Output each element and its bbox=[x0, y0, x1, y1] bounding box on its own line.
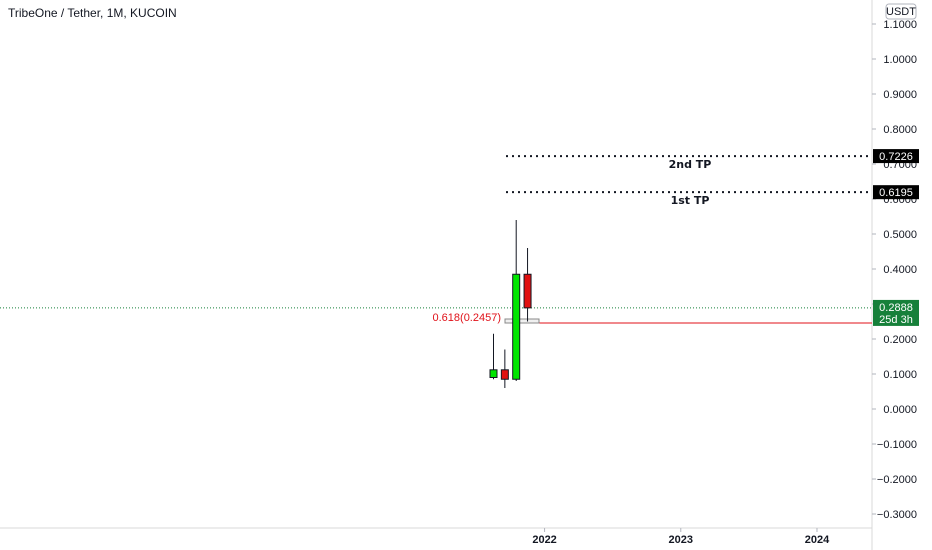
last-price-tag-text: 0.2888 bbox=[879, 302, 913, 314]
fib-label: 0.618(0.2457) bbox=[433, 312, 502, 324]
candle-body bbox=[489, 369, 498, 378]
last-price-tag bbox=[873, 299, 919, 326]
candle-body bbox=[523, 273, 532, 309]
y-tick-label: 0.2000 bbox=[883, 334, 917, 346]
y-tick-label: −0.1000 bbox=[877, 439, 917, 451]
target-label: 1st TP bbox=[671, 194, 710, 207]
target-label: 2nd TP bbox=[669, 158, 712, 171]
target-lines: 2nd TP 1st TP bbox=[506, 155, 872, 207]
fib-handle-box[interactable] bbox=[504, 318, 540, 324]
y-tick-label: 1.1000 bbox=[883, 19, 917, 31]
x-tick-label: 2024 bbox=[805, 534, 830, 546]
currency-badge-box bbox=[885, 3, 917, 20]
y-tick-label: 0.9000 bbox=[883, 89, 917, 101]
target-price-tag-text: 0.6195 bbox=[879, 187, 913, 199]
candles[interactable] bbox=[489, 220, 532, 388]
target-price-tag bbox=[873, 149, 919, 164]
y-tick-label: 0.1000 bbox=[883, 369, 917, 381]
candle-body bbox=[512, 273, 521, 380]
target-price-tag-text: 0.7226 bbox=[879, 151, 913, 163]
y-tick-label: 0.5000 bbox=[883, 229, 917, 241]
time-axis[interactable]: 2022 2023 2024 bbox=[532, 528, 830, 546]
y-tick-label: 0.8000 bbox=[883, 124, 917, 136]
y-tick-label: 1.0000 bbox=[883, 54, 917, 66]
y-tick-label: 0.4000 bbox=[883, 264, 917, 276]
y-tick-label: −0.3000 bbox=[877, 509, 917, 521]
x-tick-label: 2023 bbox=[669, 534, 693, 546]
y-tick-label: 0.0000 bbox=[883, 404, 917, 416]
x-tick-label: 2022 bbox=[532, 534, 556, 546]
fib-level: 0.618(0.2457) bbox=[433, 312, 872, 324]
target-price-tag bbox=[873, 185, 919, 200]
price-axis[interactable]: 1.10001.00000.90000.80000.70000.60000.50… bbox=[872, 19, 917, 521]
y-tick-label: −0.2000 bbox=[877, 474, 917, 486]
candle-body bbox=[500, 369, 509, 380]
currency-badge: USDT bbox=[886, 6, 916, 18]
chart-title: TribeOne / Tether, 1M, KUCOIN bbox=[8, 6, 177, 20]
countdown-text: 25d 3h bbox=[879, 314, 913, 326]
